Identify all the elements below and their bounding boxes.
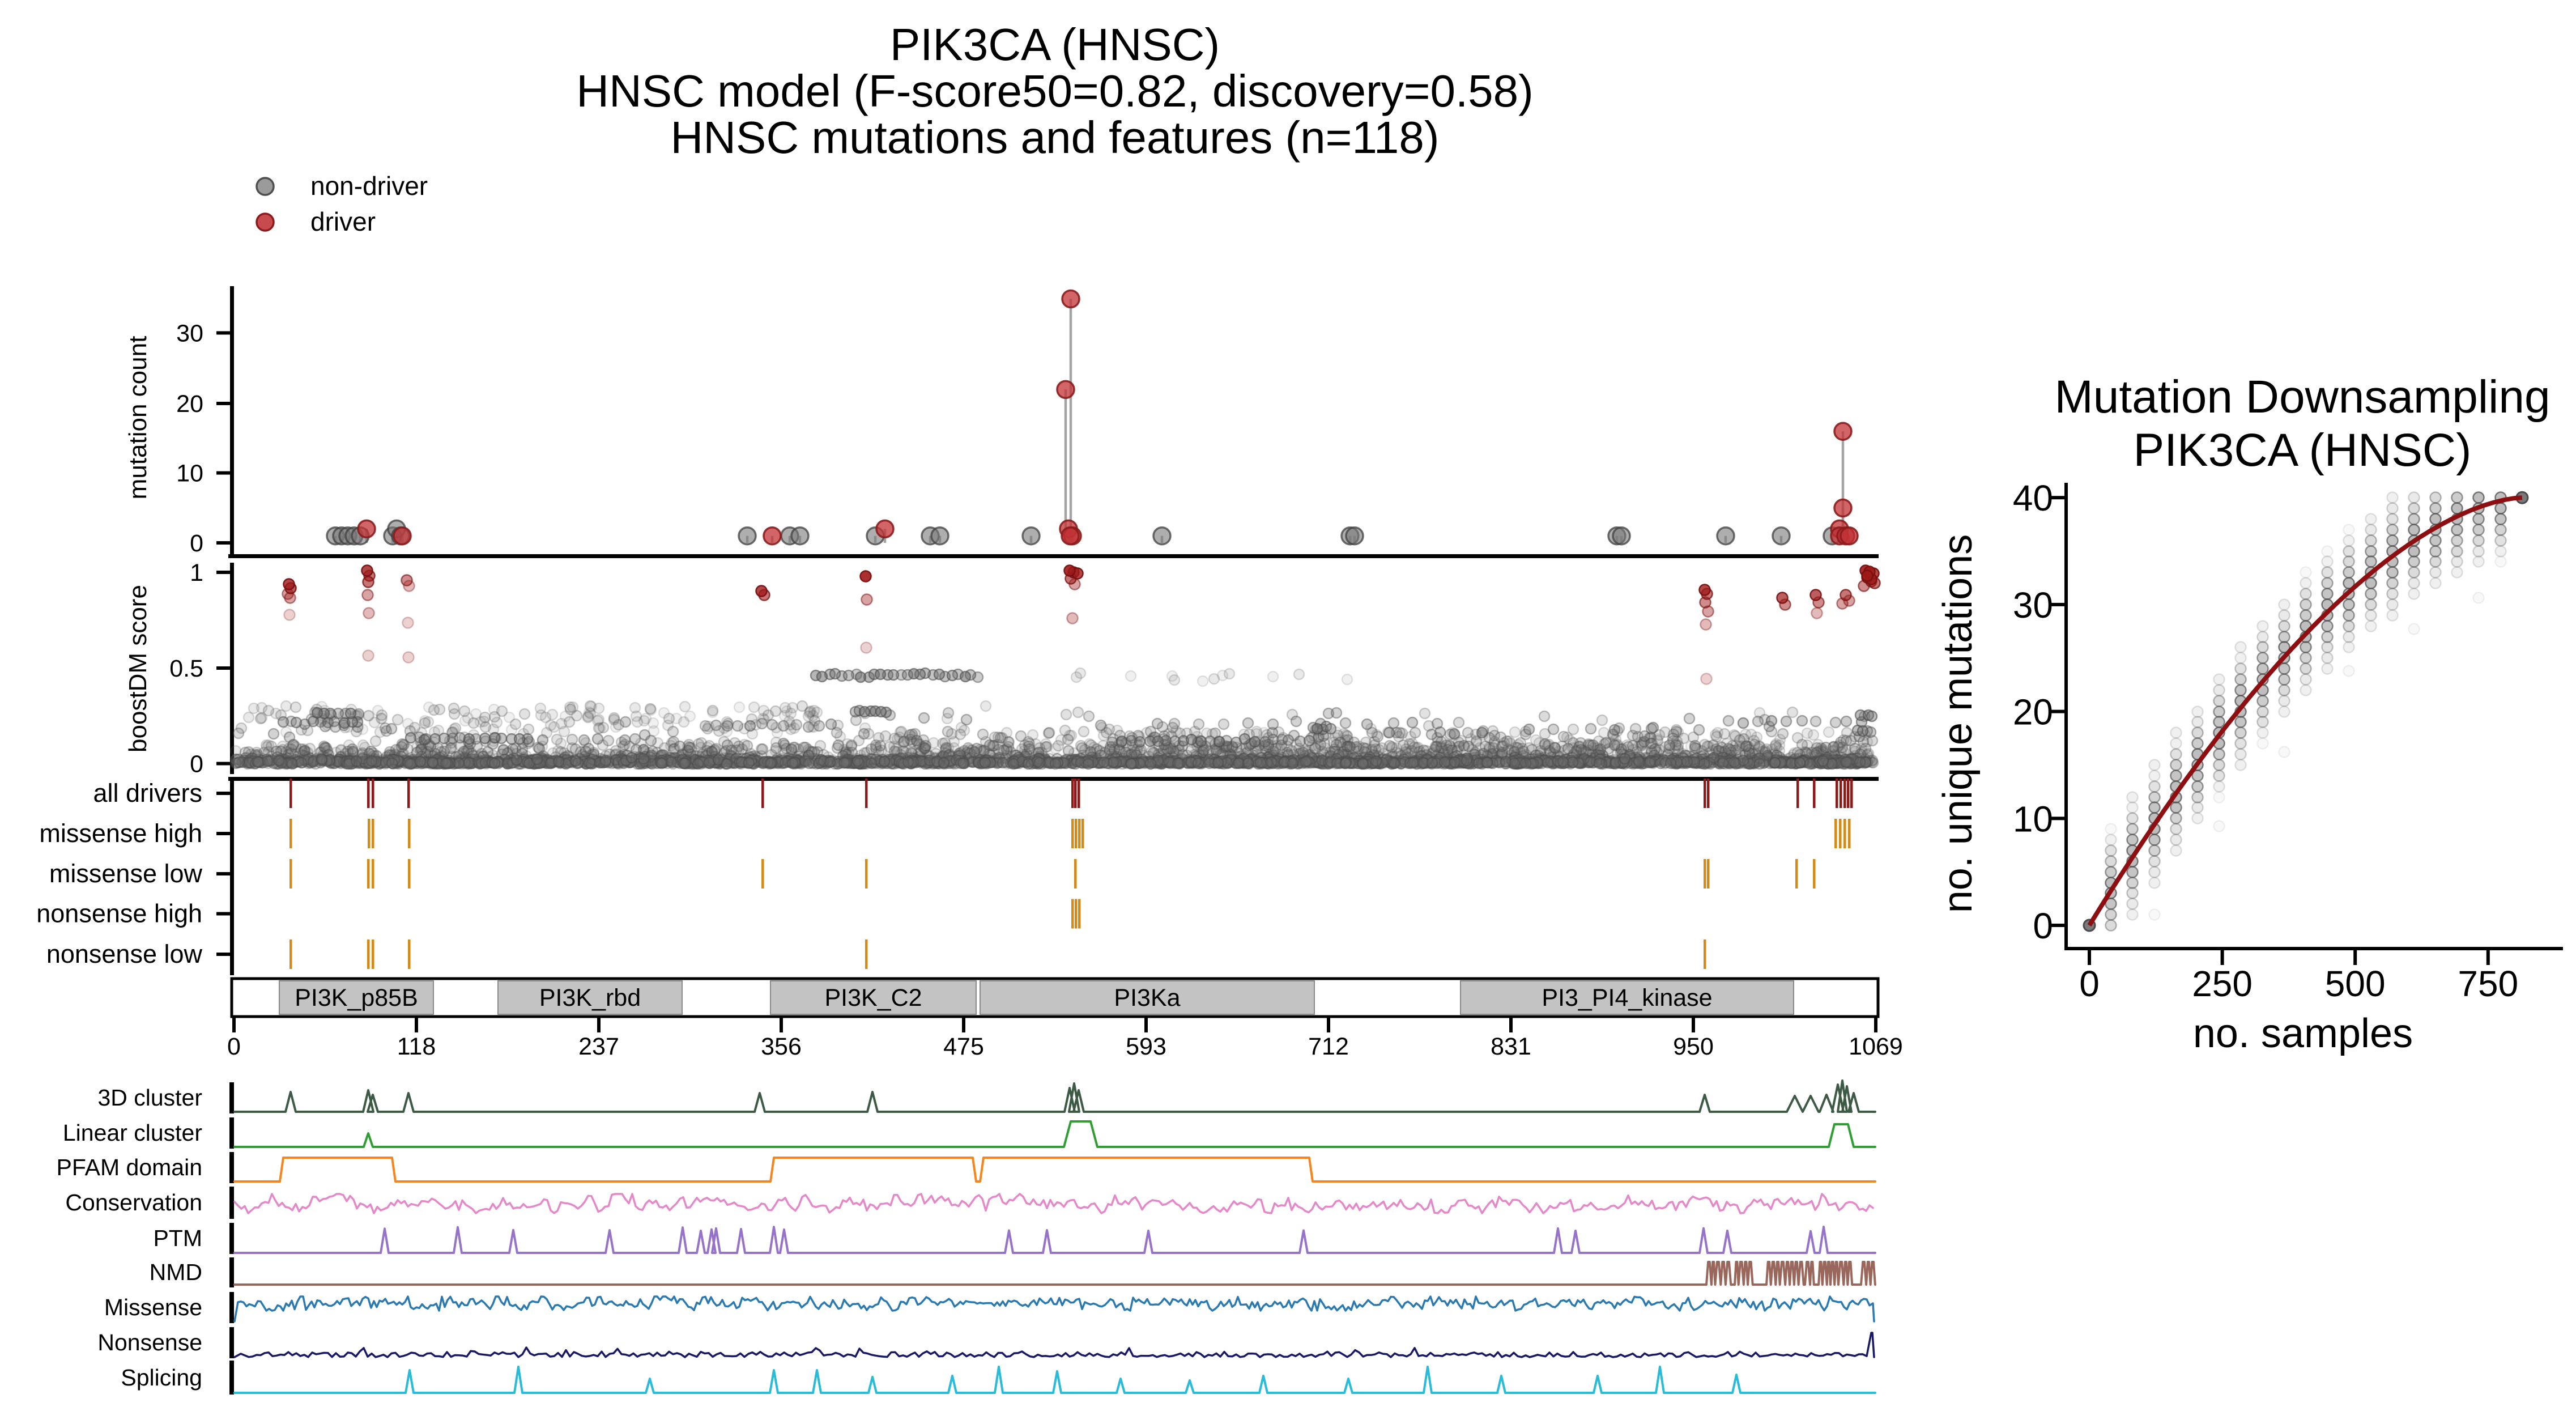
svg-text:PIK3CA (HNSC): PIK3CA (HNSC) — [890, 19, 1220, 70]
svg-text:missense low: missense low — [49, 859, 203, 888]
svg-text:Splicing: Splicing — [121, 1365, 202, 1391]
svg-text:nonsense low: nonsense low — [46, 940, 203, 968]
svg-text:237: 237 — [578, 1033, 619, 1060]
svg-text:356: 356 — [761, 1033, 802, 1060]
svg-text:non-driver: non-driver — [310, 171, 428, 201]
svg-text:10: 10 — [2013, 798, 2053, 839]
svg-text:NMD: NMD — [150, 1259, 202, 1285]
svg-text:Linear cluster: Linear cluster — [63, 1120, 202, 1146]
svg-text:PTM: PTM — [153, 1225, 202, 1251]
svg-text:30: 30 — [176, 320, 203, 347]
svg-text:PFAM domain: PFAM domain — [57, 1154, 203, 1180]
svg-text:0.5: 0.5 — [169, 655, 203, 682]
svg-text:0: 0 — [2079, 963, 2100, 1004]
svg-text:475: 475 — [943, 1033, 984, 1060]
svg-text:Mutation Downsampling: Mutation Downsampling — [2054, 371, 2550, 423]
svg-text:0: 0 — [227, 1033, 241, 1060]
svg-text:0: 0 — [2033, 906, 2053, 946]
svg-text:Conservation: Conservation — [65, 1189, 202, 1215]
svg-text:all drivers: all drivers — [93, 779, 202, 807]
svg-text:PI3_PI4_kinase: PI3_PI4_kinase — [1542, 984, 1712, 1011]
svg-text:0: 0 — [190, 530, 203, 557]
svg-text:mutation count: mutation count — [124, 336, 152, 500]
svg-text:missense high: missense high — [39, 819, 202, 848]
svg-text:40: 40 — [2013, 478, 2053, 518]
svg-text:118: 118 — [397, 1033, 436, 1060]
svg-text:PIK3CA (HNSC): PIK3CA (HNSC) — [2134, 424, 2472, 476]
svg-text:no. samples: no. samples — [2193, 1011, 2413, 1056]
svg-text:boostDM score: boostDM score — [124, 585, 152, 753]
svg-text:PI3K_rbd: PI3K_rbd — [539, 984, 641, 1011]
svg-text:3D cluster: 3D cluster — [97, 1085, 202, 1111]
svg-text:750: 750 — [2458, 963, 2518, 1004]
svg-text:driver: driver — [310, 207, 376, 236]
svg-text:831: 831 — [1491, 1033, 1531, 1060]
svg-text:PI3K_C2: PI3K_C2 — [824, 984, 922, 1011]
svg-text:950: 950 — [1673, 1033, 1714, 1060]
svg-text:0: 0 — [190, 751, 203, 778]
svg-text:593: 593 — [1126, 1033, 1166, 1060]
svg-text:500: 500 — [2325, 963, 2386, 1004]
svg-text:PI3K_p85B: PI3K_p85B — [295, 984, 418, 1011]
svg-text:nonsense high: nonsense high — [36, 899, 202, 928]
svg-text:30: 30 — [2013, 585, 2053, 626]
svg-text:no. unique mutations: no. unique mutations — [1935, 534, 1981, 913]
svg-text:250: 250 — [2192, 963, 2253, 1004]
svg-text:HNSC mutations and features (n: HNSC mutations and features (n=118) — [671, 112, 1440, 163]
svg-text:HNSC model (F-score50=0.82, di: HNSC model (F-score50=0.82, discovery=0.… — [576, 66, 1534, 116]
svg-text:712: 712 — [1308, 1033, 1349, 1060]
svg-text:Nonsense: Nonsense — [97, 1329, 202, 1355]
svg-text:10: 10 — [176, 460, 203, 487]
svg-text:1069: 1069 — [1849, 1033, 1903, 1060]
svg-text:1: 1 — [190, 559, 203, 586]
svg-text:Missense: Missense — [104, 1294, 202, 1320]
svg-text:PI3Ka: PI3Ka — [1114, 984, 1180, 1011]
svg-text:20: 20 — [176, 390, 203, 418]
svg-text:20: 20 — [2013, 692, 2053, 733]
